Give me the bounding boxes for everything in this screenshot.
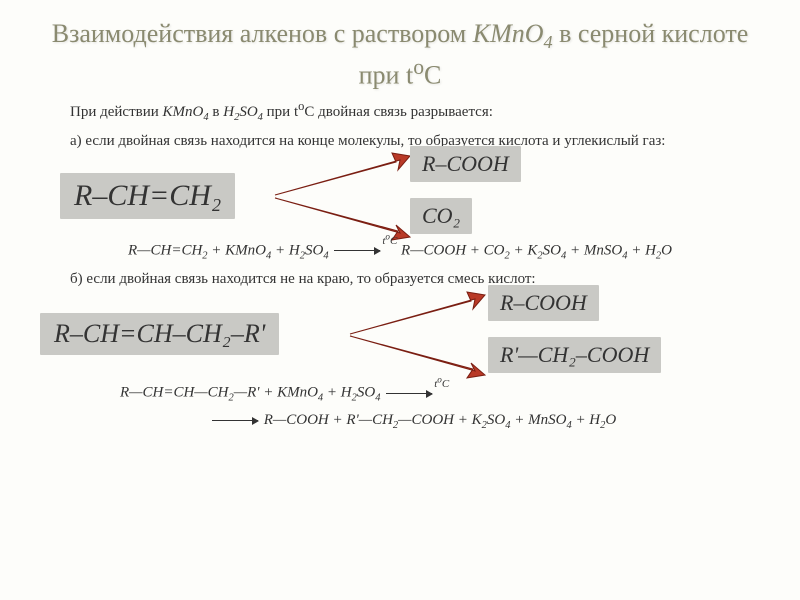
- slide-title: Взаимодействия алкенов с раствором KMnO4…: [0, 0, 800, 98]
- equation-a: R—CH=CH2 + KMnO4 + H2SO4 toC R—COOH + CO…: [0, 242, 800, 262]
- sch1-prod-bot: CO₂: [410, 198, 472, 234]
- intro-case-a: а) если двойная связь находится на конце…: [0, 131, 800, 151]
- scheme-a: R–CH=CH₂ R–COOH CO₂: [40, 158, 760, 238]
- scheme-b: R–CH=CH–CH₂–R' R–COOH R'—CH₂–COOH: [40, 295, 760, 380]
- sch2-prod-top: R–COOH: [488, 285, 599, 321]
- intro-line-1: При действии KMnO4 в H2SO4 при toC двойн…: [0, 98, 800, 125]
- sch2-prod-bot: R'—CH₂–COOH: [488, 337, 661, 373]
- equation-b-line1: R—CH=CH—CH2—R' + KMnO4 + H2SO4 toC: [80, 384, 800, 404]
- sch1-prod-top: R–COOH: [410, 146, 521, 182]
- arrow-down-b: [345, 331, 490, 381]
- sch1-left: R–CH=CH₂: [60, 173, 235, 219]
- equation-b-line2: R—COOH + R'—CH2—COOH + K2SO4 + MnSO4 + H…: [170, 412, 800, 431]
- intro-case-b: б) если двойная связь находится не на кр…: [0, 269, 800, 289]
- sch2-left: R–CH=CH–CH₂–R': [40, 313, 279, 355]
